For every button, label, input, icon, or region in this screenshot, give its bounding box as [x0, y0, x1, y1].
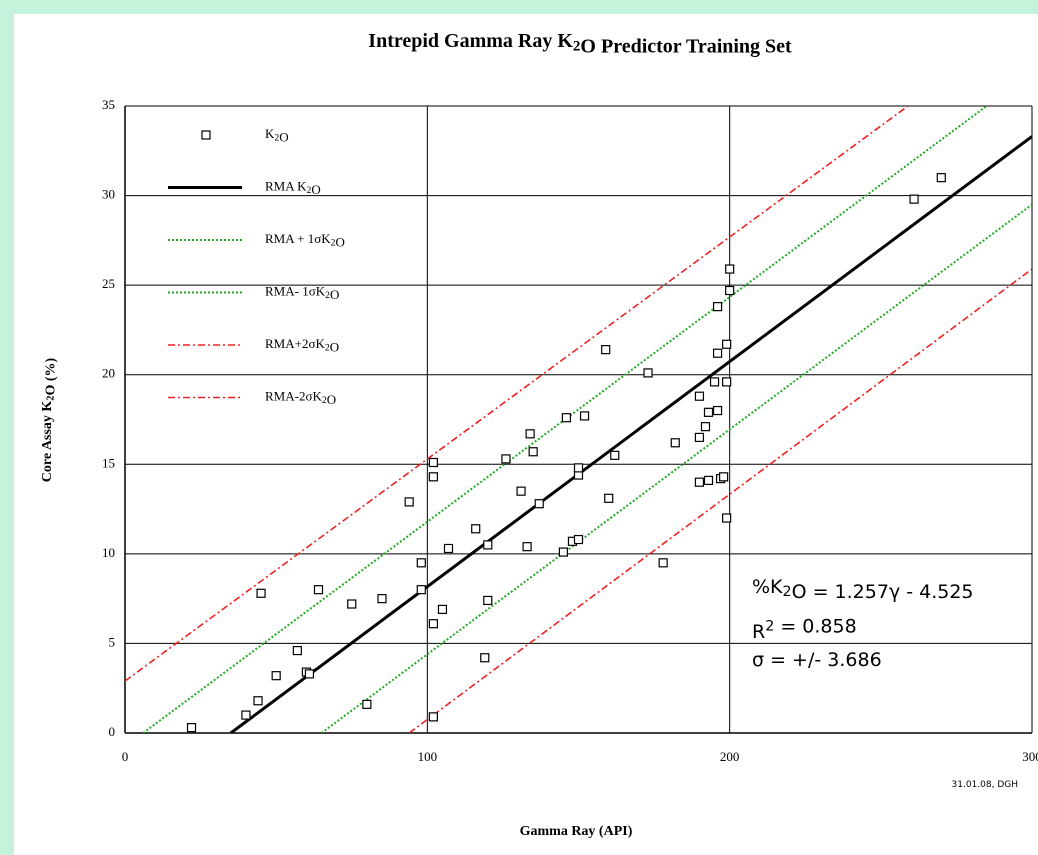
y-tick-label: 0 — [109, 724, 116, 739]
data-point — [256, 588, 266, 598]
legend-label: K2O — [265, 126, 289, 144]
data-point — [604, 493, 614, 503]
data-point — [501, 454, 511, 464]
data-point — [703, 475, 714, 486]
legend-label: RMA + 1σK2O — [265, 231, 345, 249]
data-point — [528, 447, 538, 457]
y-tick-label: 10 — [102, 545, 115, 560]
annotation: σ = +/- 3.686 — [752, 649, 882, 671]
y-tick-label: 15 — [102, 455, 115, 470]
data-point — [703, 407, 714, 417]
data-point — [377, 594, 387, 604]
data-point — [362, 699, 372, 709]
data-point — [483, 595, 493, 606]
data-point — [416, 558, 426, 568]
data-point — [694, 477, 705, 487]
data-point — [428, 472, 438, 482]
data-point — [186, 723, 197, 733]
legend-label: RMA- 1σK2O — [265, 283, 339, 301]
data-point — [722, 377, 732, 387]
data-point — [253, 696, 263, 706]
legend-label: RMA K2O — [265, 178, 321, 196]
x-tick-label: 100 — [418, 749, 438, 764]
data-point — [719, 472, 729, 482]
data-point — [347, 599, 357, 609]
data-point — [558, 547, 568, 557]
data-point — [700, 422, 711, 432]
data-point — [694, 432, 705, 443]
data-point — [725, 285, 735, 296]
data-point — [643, 368, 653, 378]
data-point — [722, 339, 732, 349]
marker — [201, 130, 211, 140]
data-point — [909, 194, 919, 204]
data-point — [404, 497, 414, 507]
data-point — [480, 653, 490, 663]
legend-label: RMA+2σK2O — [265, 336, 339, 354]
fit-line — [320, 203, 1032, 733]
data-point — [525, 429, 535, 439]
data-point — [670, 438, 680, 448]
footnote: 31.01.08, DGH — [952, 780, 1018, 790]
data-point — [471, 524, 481, 534]
data-point — [516, 486, 526, 496]
fit-line — [229, 135, 1032, 733]
data-point — [694, 391, 705, 401]
data-point — [271, 671, 281, 681]
y-tick-label: 20 — [102, 366, 115, 381]
y-axis-label: Core Assay K2O (%) — [40, 357, 59, 482]
x-tick-label: 300 — [1022, 749, 1038, 764]
y-tick-label: 30 — [102, 187, 115, 202]
legend-label: RMA-2σK2O — [265, 388, 336, 406]
data-point — [313, 585, 324, 595]
data-point — [437, 604, 448, 614]
data-point — [712, 348, 723, 358]
data-point — [241, 710, 251, 720]
annotation: R2 = 0.858 — [752, 615, 857, 643]
data-point — [561, 413, 572, 423]
data-point — [610, 450, 620, 460]
data-point — [483, 540, 493, 550]
data-point — [579, 411, 590, 421]
data-point — [416, 585, 426, 595]
chart-title: Intrepid Gamma Ray K2O Predictor Trainin… — [368, 30, 792, 57]
data-point — [292, 645, 302, 656]
data-point — [601, 345, 611, 355]
y-tick-label: 25 — [102, 276, 115, 291]
data-point — [722, 513, 732, 523]
data-point — [658, 558, 668, 568]
data-point — [573, 534, 584, 545]
x-axis-label: Gamma Ray (API) — [520, 824, 633, 839]
data-point — [534, 499, 544, 509]
x-tick-label: 0 — [122, 749, 129, 764]
data-point — [936, 173, 946, 183]
data-point — [573, 463, 584, 473]
data-point — [443, 543, 454, 554]
fit-line — [125, 106, 909, 682]
data-point — [304, 669, 315, 679]
data-point — [522, 542, 532, 552]
x-tick-label: 200 — [720, 749, 740, 764]
y-tick-label: 5 — [109, 634, 116, 649]
data-point — [712, 302, 723, 312]
fit-line — [408, 268, 1032, 733]
data-point — [712, 405, 723, 416]
data-point — [709, 377, 720, 387]
annotation: %K2O = 1.257γ - 4.525 — [752, 576, 974, 603]
data-point — [725, 264, 735, 274]
y-tick-label: 35 — [102, 97, 115, 112]
data-point — [428, 619, 438, 629]
data-point — [428, 457, 438, 468]
data-point — [428, 712, 438, 722]
